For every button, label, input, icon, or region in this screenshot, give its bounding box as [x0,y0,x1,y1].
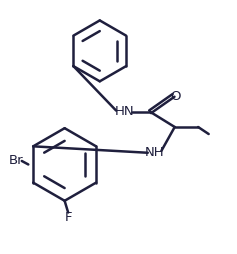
Text: O: O [171,90,181,103]
Text: Br: Br [9,154,23,167]
Text: F: F [64,211,72,224]
Text: HN: HN [114,105,134,118]
Text: NH: NH [145,146,165,159]
